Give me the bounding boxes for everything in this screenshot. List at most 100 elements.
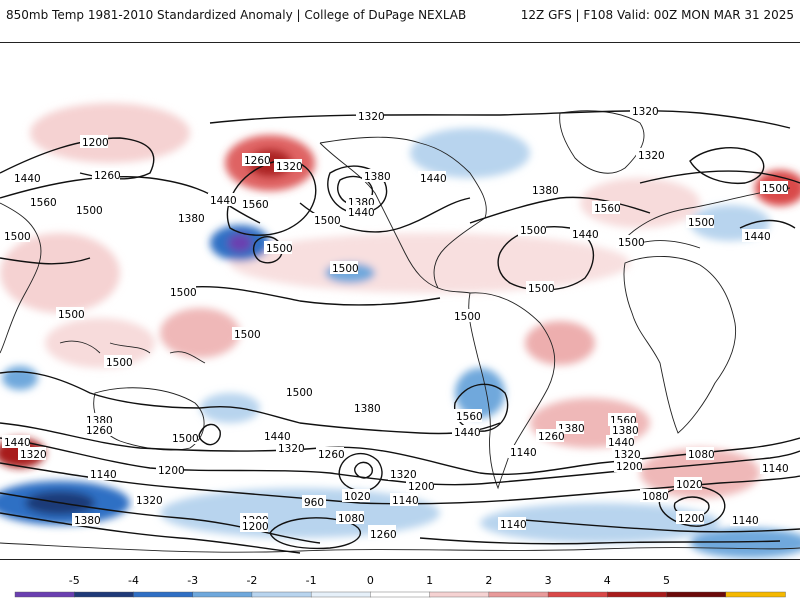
contour-label-text: 1320 [614,449,641,461]
contour-line [689,147,765,185]
contour-label-text: 1500 [106,357,133,369]
world-map: 1320 1320 1200 1260 1440 1260 1320 1380 … [0,42,800,560]
contour-label-text: 1260 [370,529,397,541]
asia-east-coast [0,202,42,354]
contour-label-text: 1560 [456,411,483,423]
legend-swatch [666,591,727,598]
cold-anomaly-area [410,128,530,178]
contour-label: 1500 [168,285,197,299]
contour-line [198,423,221,446]
contour-label: 1380 [362,169,391,183]
contour-label-text: 1320 [632,106,659,118]
cold-anomaly-area [690,528,800,558]
contour-label-text: 1380 [364,171,391,183]
legend-swatch [725,591,786,598]
legend-tick-label: -3 [187,574,198,587]
legend-tick-label: 1 [426,574,433,587]
legend-tick-label: 5 [663,574,670,587]
map-canvas: 1320 1320 1200 1260 1440 1260 1320 1380 … [0,103,800,558]
contour-label: 1560 [592,201,621,215]
contour-label: 1380 [352,401,381,415]
contour-line [226,159,317,236]
contour-line [0,176,261,224]
contour-label-text: 1080 [688,449,715,461]
contour-label-text: 1500 [234,329,261,341]
contour-label: 1320 [630,104,659,118]
contour-label: 1260 [536,429,565,443]
contour-label: 1320 [134,493,163,507]
contour-label-text: 1020 [676,479,703,491]
contour-label: 1200 [80,135,109,149]
model-run-info: 12Z GFS | F108 Valid: 00Z MON MAR 31 202… [520,8,794,22]
contour-labels: 1320 1320 1200 1260 1440 1260 1320 1380 … [2,104,789,541]
contour-label-text: 1440 [14,173,41,185]
cold-anomaly-area [228,234,252,252]
legend-swatch [251,591,312,598]
contour-label: 1440 [570,227,599,241]
contour-label-text: 1320 [20,449,47,461]
contour-label: 1260 [92,168,121,182]
contour-label: 1560 [454,409,483,423]
contour-label-text: 1080 [338,513,365,525]
contour-label-text: 1200 [242,521,269,533]
contour-label-text: 1500 [4,231,31,243]
contour-label: 1500 [526,281,555,295]
contour-label-text: 1140 [500,519,527,531]
contour-label-text: 1500 [528,283,555,295]
contour-label-text: 1200 [408,481,435,493]
legend-tick-label: -5 [69,574,80,587]
contour-label-text: 1080 [642,491,669,503]
contour-label: 1020 [674,477,703,491]
contour-label-text: 1380 [354,403,381,415]
contour-label-text: 1500 [688,217,715,229]
contour-label-text: 1440 [264,431,291,443]
contour-label: 1380 [530,183,559,197]
contour-label: 1500 [56,307,85,321]
legend-tick-label: -4 [128,574,139,587]
contour-label-text: 1500 [286,387,313,399]
contour-label: 1320 [636,148,665,162]
contour-label: 1320 [18,447,47,461]
south-america-coast [468,292,556,490]
contour-label-text: 1140 [762,463,789,475]
contour-label: 1500 [312,213,341,227]
legend-swatch [488,591,549,598]
legend-swatch [310,591,372,598]
contour-line [0,422,800,476]
contour-label-text: 1200 [678,513,705,525]
contour-line [0,257,441,306]
contour-line [469,196,651,224]
contour-label: 1560 [240,197,269,211]
contour-label: 1380 [176,211,205,225]
cold-anomaly-area [200,393,260,423]
legend-tick-label: 0 [367,574,374,587]
contour-label: 1200 [676,511,705,525]
contour-label: 1320 [612,447,641,461]
contour-label-text: 960 [304,497,324,509]
legend-tick-label: 2 [485,574,492,587]
contour-label-text: 1260 [86,425,113,437]
contour-label: 1440 [346,205,375,219]
contour-label-text: 1500 [58,309,85,321]
contour-line [209,110,791,129]
contour-label: 1500 [170,431,199,445]
warm-anomaly-area [580,178,700,228]
legend-svg: -5 -4 -3 -2 -1 0 1 2 3 4 5 [14,574,786,598]
contour-label-text: 1140 [392,495,419,507]
contour-line [354,461,373,479]
contour-line [338,452,383,492]
warm-anomaly-area [160,308,240,358]
contour-label-text: 1440 [454,427,481,439]
contour-label-text: 1260 [318,449,345,461]
warm-anomaly-area [640,448,760,498]
contour-label: 1140 [88,467,117,481]
contour-label: 1080 [686,447,715,461]
contour-line [739,219,796,229]
contour-label: 1500 [452,309,481,323]
contour-label: 960 [302,495,326,509]
cold-anomaly-area [480,503,720,543]
contour-label-text: 1440 [572,229,599,241]
coastlines [0,110,800,553]
cold-anomaly-area [2,366,38,390]
contour-label-text: 1260 [244,155,271,167]
